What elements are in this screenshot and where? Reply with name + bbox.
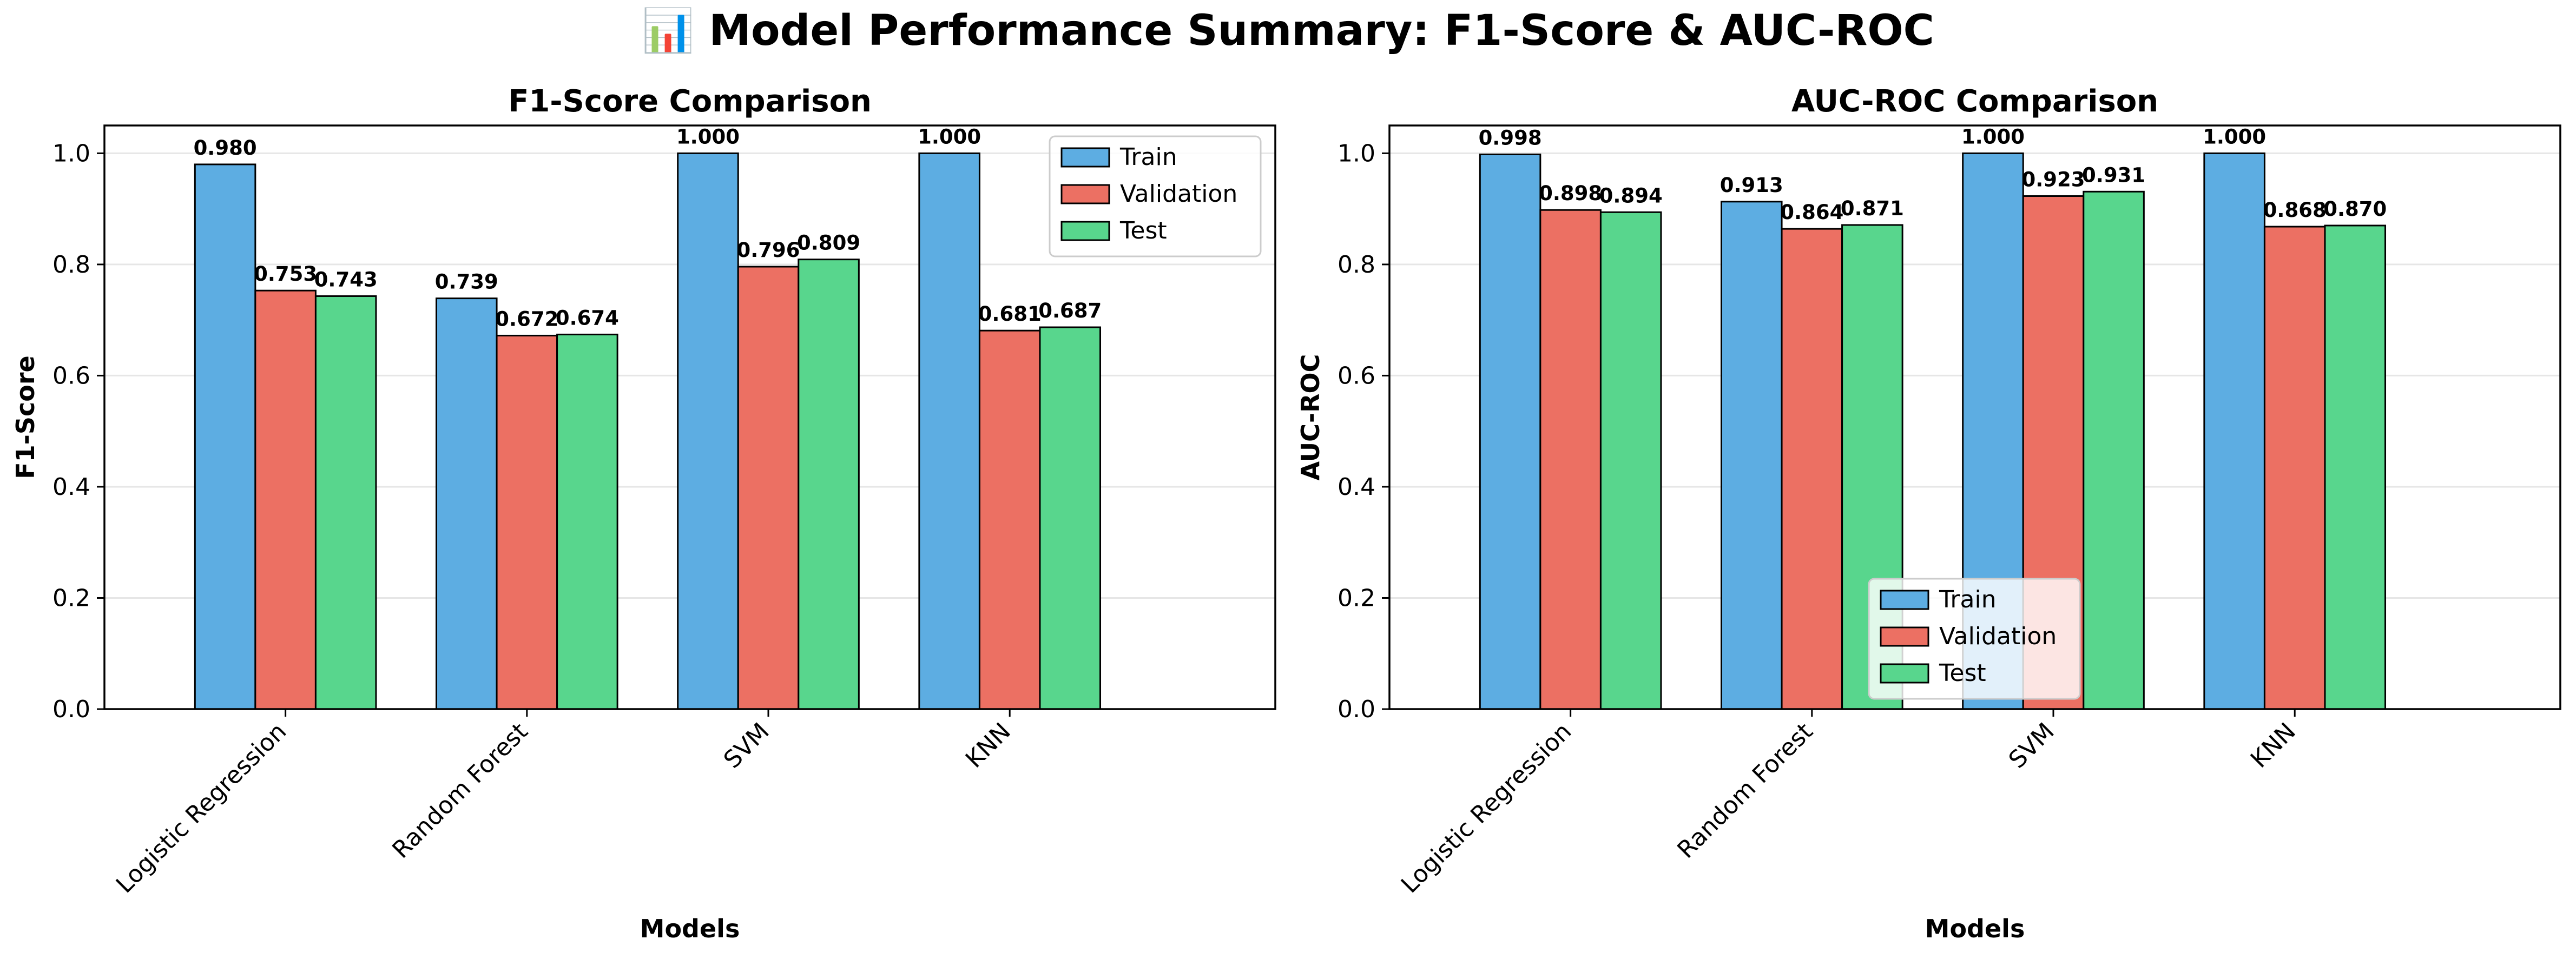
legend: Train Validation Test <box>1868 578 2081 700</box>
x-tick-label-svm: SVM <box>2004 718 2060 774</box>
data-label: 0.809 <box>797 232 860 255</box>
data-label: 0.868 <box>2263 199 2327 222</box>
legend-label-validation: Validation <box>1120 180 1237 208</box>
legend-label-test: Test <box>1119 217 1167 244</box>
legend: Train Validation Test <box>1049 135 1262 257</box>
data-label: 0.980 <box>194 136 257 160</box>
legend-swatch-test <box>1880 663 1929 684</box>
y-axis-label: AUC-ROC <box>1296 354 1325 481</box>
data-label: 0.913 <box>1720 174 1783 197</box>
bar-test-logistic-regression <box>314 295 377 710</box>
chart-title: F1-Score Comparison <box>508 84 872 119</box>
bar-test-knn <box>1039 326 1102 710</box>
bar-train-random-forest <box>436 297 498 710</box>
y-tick-label: 0.2 <box>52 584 90 612</box>
bar-train-knn <box>918 152 980 710</box>
x-tick-label-svm: SVM <box>719 718 775 774</box>
bar-validation-random-forest <box>1781 228 1843 710</box>
x-tick-label-random-forest: Random Forest <box>387 718 533 864</box>
chart-panel-auc-roc: 0.998 0.913 1.000 1.000 0.898 0.864 0.923 0.868… <box>1296 84 2561 943</box>
y-tick-label: 0.0 <box>1338 696 1375 723</box>
bar-validation-logistic-regression <box>254 289 317 710</box>
figure-title: 📊 Model Performance Summary: F1-Score & … <box>642 6 1934 55</box>
data-label: 0.681 <box>978 302 1042 326</box>
data-label: 1.000 <box>676 125 740 148</box>
bar-train-knn <box>2203 152 2265 710</box>
data-label: 0.931 <box>2082 163 2145 187</box>
bar-train-random-forest <box>1721 201 1783 710</box>
bar-validation-random-forest <box>496 334 558 710</box>
y-tick-label: 0.4 <box>52 473 90 501</box>
bar-test-svm <box>2083 190 2145 710</box>
bar-train-logistic-regression <box>194 163 256 710</box>
data-label: 0.894 <box>1599 184 1663 207</box>
data-label: 0.739 <box>435 270 498 294</box>
bar-validation-logistic-regression <box>1539 209 1602 710</box>
data-label: 0.674 <box>556 306 619 329</box>
y-tick-label: 0.8 <box>1338 251 1375 279</box>
data-label: 0.864 <box>1780 201 1843 224</box>
y-tick-label: 0.0 <box>52 696 90 723</box>
y-tick-label: 0.6 <box>52 362 90 389</box>
legend-label-test: Test <box>1939 659 1986 687</box>
x-tick-label-logistic-regression: Logistic Regression <box>1396 718 1577 899</box>
legend-label-train: Train <box>1939 586 1997 613</box>
bar-test-logistic-regression <box>1599 211 1662 710</box>
y-tick-label: 0.4 <box>1338 473 1375 501</box>
x-axis-label: Models <box>640 914 740 943</box>
axes-frame <box>1388 124 2561 710</box>
data-label: 0.687 <box>1038 299 1102 322</box>
bar-train-logistic-regression <box>1479 153 1541 710</box>
legend-swatch-test <box>1060 221 1110 241</box>
y-axis-label: F1-Score <box>11 355 40 479</box>
bar-train-svm <box>677 152 739 710</box>
bar-test-random-forest <box>556 333 618 710</box>
y-tick-label: 0.2 <box>1338 584 1375 612</box>
axes-frame <box>103 124 1276 710</box>
data-label: 0.796 <box>736 239 800 262</box>
bar-test-knn <box>2324 224 2387 710</box>
bar-validation-knn <box>978 329 1041 710</box>
chart-title: AUC-ROC Comparison <box>1791 84 2158 119</box>
legend-swatch-train <box>1060 147 1110 168</box>
bar-validation-knn <box>2263 226 2326 710</box>
y-tick-label: 1.0 <box>1338 140 1375 167</box>
data-label: 0.672 <box>495 307 558 330</box>
legend-swatch-train <box>1880 590 1929 610</box>
data-label: 0.898 <box>1539 182 1602 205</box>
bar-validation-svm <box>737 266 800 710</box>
y-tick-label: 1.0 <box>52 140 90 167</box>
x-axis-label: Models <box>1925 914 2025 943</box>
legend-swatch-validation <box>1060 184 1110 204</box>
data-label: 1.000 <box>1961 125 2025 148</box>
y-tick-label: 0.8 <box>52 251 90 279</box>
data-label: 0.923 <box>2021 168 2085 191</box>
legend-label-validation: Validation <box>1939 623 2057 650</box>
x-tick-label-logistic-regression: Logistic Regression <box>111 718 292 899</box>
y-tick-label: 0.6 <box>1338 362 1375 389</box>
bar-test-svm <box>798 259 860 710</box>
legend-label-train: Train <box>1119 143 1177 171</box>
data-label: 1.000 <box>918 125 981 148</box>
x-tick-label-knn: KNN <box>960 718 1016 773</box>
x-tick-label-random-forest: Random Forest <box>1672 718 1818 864</box>
data-label: 0.753 <box>254 262 317 286</box>
data-label: 0.871 <box>1841 197 1904 220</box>
chart-panel-f1-score: 0.980 0.739 1.000 1.000 0.753 0.672 0.796 0.681… <box>11 84 1276 943</box>
data-label: 1.000 <box>2203 125 2266 148</box>
x-tick-label-knn: KNN <box>2245 718 2301 773</box>
legend-swatch-validation <box>1880 626 1929 647</box>
data-label: 0.743 <box>314 268 378 291</box>
data-label: 0.870 <box>2323 197 2387 221</box>
data-label: 0.998 <box>1479 126 1542 149</box>
